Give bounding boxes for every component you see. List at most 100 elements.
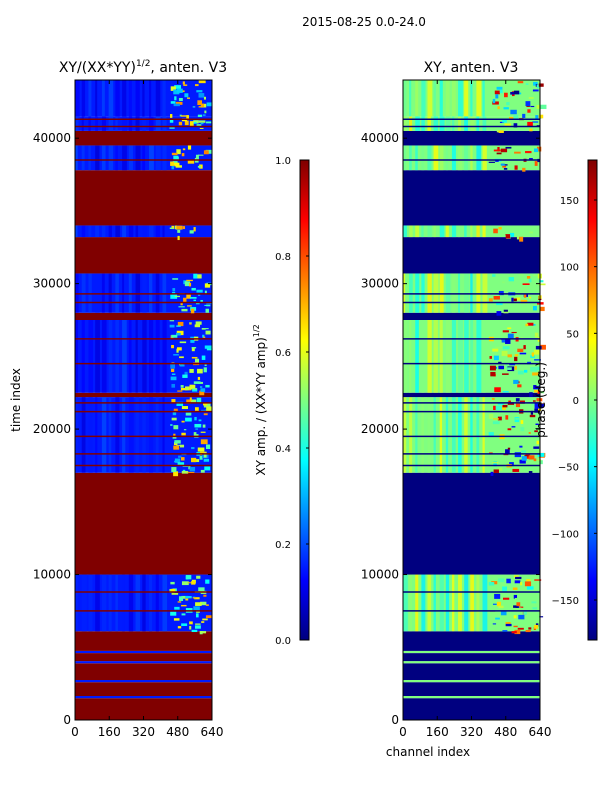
texture-spot bbox=[507, 367, 512, 370]
texture-stripe bbox=[445, 320, 451, 393]
texture-stripe bbox=[149, 80, 152, 117]
texture-spot bbox=[496, 152, 502, 155]
texture-spot bbox=[513, 123, 518, 128]
texture-spot bbox=[517, 370, 524, 375]
texture-spot bbox=[492, 348, 499, 352]
texture-stripe bbox=[142, 397, 146, 473]
texture-stripe bbox=[445, 80, 450, 117]
texture-spot bbox=[530, 105, 535, 108]
texture-stripe bbox=[433, 574, 436, 632]
texture-stripe bbox=[81, 80, 86, 117]
texture-stripe bbox=[101, 397, 107, 473]
texture-spot bbox=[491, 397, 495, 400]
texture-spot bbox=[511, 631, 517, 634]
texture-stripe bbox=[135, 574, 141, 632]
texture-stripe bbox=[433, 397, 436, 473]
y-tick-label: 20000 bbox=[361, 422, 399, 436]
x-tick-label: 640 bbox=[201, 725, 224, 739]
texture-spot bbox=[187, 159, 195, 164]
texture-spot bbox=[489, 356, 492, 359]
texture-spot bbox=[178, 97, 183, 101]
texture-stripe bbox=[403, 397, 407, 473]
texture-spot bbox=[528, 432, 531, 434]
texture-spot bbox=[180, 385, 184, 388]
data-band bbox=[75, 631, 212, 651]
texture-spot bbox=[171, 399, 176, 404]
panel-title: XY, anten. V3 bbox=[424, 60, 519, 76]
texture-spot bbox=[205, 615, 212, 619]
texture-stripe bbox=[162, 80, 166, 117]
texture-stripe bbox=[458, 320, 463, 393]
texture-spot bbox=[178, 455, 182, 458]
texture-stripe bbox=[81, 225, 86, 238]
texture-spot bbox=[186, 115, 189, 119]
texture-spot bbox=[532, 89, 539, 92]
texture-stripe bbox=[482, 145, 487, 171]
texture-spot bbox=[194, 625, 201, 629]
texture-spot bbox=[203, 328, 209, 330]
texture-spot bbox=[535, 345, 542, 350]
texture-spot bbox=[512, 468, 520, 472]
texture-spot bbox=[531, 402, 537, 406]
texture-stripe bbox=[115, 397, 120, 473]
texture-stripe bbox=[439, 397, 443, 473]
texture-spot bbox=[173, 89, 180, 95]
texture-spot bbox=[531, 352, 535, 357]
texture-spot bbox=[496, 311, 502, 316]
texture-spot bbox=[177, 390, 183, 392]
texture-spot bbox=[504, 123, 511, 126]
texture-stripe bbox=[128, 397, 134, 473]
texture-stripe bbox=[101, 574, 107, 632]
texture-stripe bbox=[108, 145, 114, 171]
texture-spot bbox=[503, 309, 508, 312]
texture-spot bbox=[193, 122, 197, 124]
texture-spot bbox=[505, 415, 509, 420]
texture-spot bbox=[173, 408, 178, 412]
texture-spot bbox=[202, 424, 206, 428]
texture-spot bbox=[181, 613, 186, 616]
texture-stripe bbox=[95, 80, 98, 117]
x-tick-label: 0 bbox=[71, 725, 79, 739]
texture-spot bbox=[502, 630, 508, 632]
data-band bbox=[75, 392, 212, 398]
texture-spot bbox=[173, 103, 180, 107]
texture-stripe bbox=[128, 80, 132, 117]
texture-stripe bbox=[128, 225, 134, 238]
data-band bbox=[75, 663, 212, 680]
texture-spot bbox=[189, 621, 193, 625]
texture-spot bbox=[183, 429, 187, 431]
texture-spot bbox=[185, 417, 192, 422]
data-band bbox=[403, 237, 540, 274]
texture-stripe bbox=[108, 320, 113, 393]
texture-spot bbox=[515, 418, 519, 420]
texture-spot bbox=[513, 379, 519, 384]
texture-spot bbox=[511, 297, 514, 302]
texture-spot bbox=[203, 150, 209, 155]
texture-spot bbox=[194, 597, 200, 600]
texture-spot bbox=[186, 279, 193, 282]
texture-spot bbox=[181, 470, 189, 474]
texture-spot bbox=[488, 582, 495, 586]
texture-spot bbox=[201, 621, 205, 623]
figure-suptitle: 2015-08-25 0.0-24.0 bbox=[302, 15, 426, 29]
texture-stripe bbox=[155, 320, 160, 393]
texture-spot bbox=[197, 368, 203, 374]
texture-stripe bbox=[482, 320, 486, 393]
texture-spot bbox=[169, 118, 174, 123]
texture-stripe bbox=[142, 574, 146, 632]
texture-spot bbox=[184, 371, 188, 375]
texture-spot bbox=[178, 596, 184, 602]
texture-spot bbox=[195, 274, 202, 279]
texture-stripe bbox=[482, 80, 485, 117]
texture-spot bbox=[203, 452, 207, 458]
texture-spot bbox=[203, 413, 208, 416]
texture-spot bbox=[537, 459, 542, 461]
texture-spot bbox=[196, 90, 203, 93]
amplitude-colorbar: 0.0 0.2 0.4 0.6 0.8 1.0 XY amp. / (XX*YY amp)… bbox=[252, 156, 310, 647]
texture-spot bbox=[498, 361, 502, 364]
texture-spot bbox=[170, 588, 176, 593]
texture-stripe bbox=[482, 574, 488, 632]
texture-stripe bbox=[427, 574, 432, 632]
texture-spot bbox=[521, 456, 527, 461]
texture-spot bbox=[197, 294, 201, 296]
